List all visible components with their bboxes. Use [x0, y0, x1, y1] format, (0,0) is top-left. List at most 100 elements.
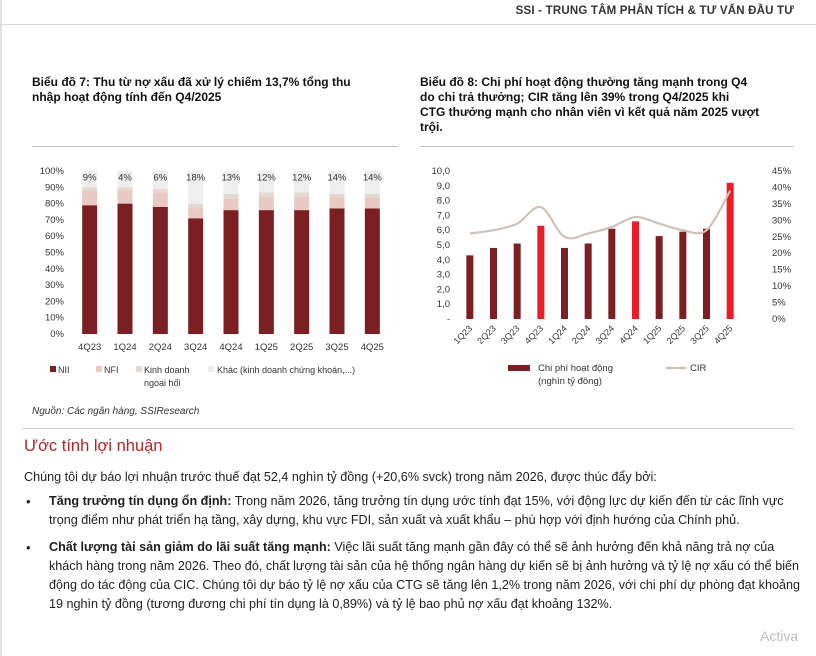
- x-tick-label: 1Q25: [255, 342, 278, 353]
- bar-segment: [329, 208, 345, 334]
- section-intro: Chúng tôi dự báo lợi nhuận trước thuế đạ…: [24, 470, 657, 484]
- bar-segment: [364, 208, 380, 334]
- chart7-svg: 0% 10% 20% 30% 40% 50% 60% 70% 80% 90% 100% 9% 4Q23 4…: [40, 166, 384, 388]
- y-right-tick-label: 35%: [772, 199, 792, 210]
- data-label: 6%: [153, 173, 167, 184]
- y-left-tick-label: -: [447, 314, 450, 325]
- bar-segment: [258, 192, 274, 198]
- chart-source: Nguồn: Các ngân hàng, SSIResearch: [32, 406, 200, 417]
- y-right-tick-label: 10%: [772, 281, 792, 292]
- bar-segment: [188, 208, 204, 219]
- y-tick-label: 90%: [45, 182, 65, 193]
- y-tick-label: 20%: [45, 296, 65, 307]
- x-tick-label: 3Q25: [325, 342, 348, 353]
- legend-swatch: [508, 365, 530, 371]
- cir-line: [469, 190, 732, 240]
- bar-segment: [294, 197, 310, 211]
- bullet-asset-quality: • Chất lượng tài sản giảm do lãi suất tă…: [24, 538, 800, 614]
- legend-label: Khác (kinh doanh chứng khoán,...): [217, 365, 355, 375]
- bar-segment: [258, 197, 274, 211]
- bullet-asset-quality-heading: Chất lượng tài sản giảm do lãi suất tăng…: [49, 540, 331, 554]
- bullet-credit-growth-text: Trong năm 2026, tăng trưởng tín dụng ước…: [49, 494, 784, 527]
- y-tick-label: 50%: [45, 248, 65, 259]
- legend-swatch: [50, 366, 56, 372]
- cost-bar: [584, 243, 592, 319]
- data-label: 13%: [221, 173, 241, 184]
- x-tick-label: 1Q23: [452, 323, 475, 346]
- chart7-title-line2: nhập hoạt động tính đến Q4/2025: [32, 90, 222, 104]
- y-tick-label: 80%: [45, 199, 65, 210]
- y-tick-label: 100%: [40, 166, 65, 177]
- y-tick-label: 10%: [45, 313, 65, 324]
- legend-label: CIR: [690, 363, 707, 374]
- x-tick-label: 2Q24: [149, 342, 172, 353]
- legend-label: NFI: [104, 365, 119, 375]
- y-tick-label: 40%: [45, 264, 65, 275]
- report-header: SSI - TRUNG TÂM PHÂN TÍCH & TƯ VẤN ĐẦU T…: [515, 5, 794, 17]
- y-left-tick-label: 4,0: [437, 255, 450, 266]
- bar-segment: [188, 171, 204, 204]
- data-label: 18%: [186, 173, 206, 184]
- x-tick-label: 3Q25: [688, 323, 711, 346]
- bar-segment: [152, 171, 168, 189]
- section-title: Ước tính lợi nhuận: [24, 437, 163, 455]
- y-right-tick-label: 25%: [772, 232, 792, 243]
- y-left-tick-label: 8,0: [437, 196, 450, 207]
- data-label: 14%: [327, 173, 347, 184]
- bar-segment: [294, 210, 310, 334]
- bar-segment: [82, 205, 98, 334]
- cost-bar: [632, 221, 639, 319]
- data-label: 14%: [363, 173, 383, 184]
- x-tick-label: 4Q25: [361, 342, 384, 353]
- y-left-tick-label: 1,0: [437, 299, 450, 310]
- bar-segment: [117, 203, 133, 334]
- y-left-tick-label: 9,0: [437, 181, 450, 192]
- bar-segment: [364, 193, 380, 198]
- data-label: 12%: [257, 173, 277, 184]
- bar-segment: [223, 193, 239, 199]
- x-tick-label: 1Q24: [546, 323, 569, 346]
- x-tick-label: 3Q24: [594, 323, 617, 346]
- y-right-tick-label: 5%: [772, 298, 786, 309]
- legend-swatch: [96, 366, 102, 372]
- bar-segment: [294, 171, 310, 193]
- cost-bar: [703, 228, 710, 319]
- legend-label: (nghìn tỷ đồng): [538, 376, 602, 387]
- chart7-title-line1: Biểu đồ 7: Thu từ nợ xấu đã xử lý chiếm …: [32, 75, 351, 89]
- bar-segment: [364, 171, 380, 194]
- x-tick-label: 2Q25: [665, 323, 688, 346]
- cost-bar: [679, 231, 687, 319]
- x-tick-label: 4Q24: [617, 323, 640, 346]
- chart7-frame: 0% 10% 20% 30% 40% 50% 60% 70% 80% 90% 100% 9% 4Q23 4…: [32, 146, 398, 398]
- bar-segment: [329, 197, 345, 209]
- x-tick-label: 2Q25: [290, 342, 313, 353]
- cost-bar: [608, 228, 616, 319]
- bar-segment: [82, 187, 98, 191]
- cost-bar: [490, 247, 497, 319]
- bar-segment: [117, 190, 133, 204]
- legend-label: Kinh doanh: [144, 365, 190, 375]
- x-tick-label: 1Q24: [113, 342, 136, 353]
- bullet-asset-quality-text: Việc lãi suất tăng mạnh gần đây có thể s…: [49, 540, 800, 611]
- y-tick-label: 30%: [45, 280, 65, 291]
- x-tick-label: 1Q25: [641, 323, 664, 346]
- chart7-title: Biểu đồ 7: Thu từ nợ xấu đã xử lý chiếm …: [32, 75, 392, 105]
- chart8-title-line1: Biểu đồ 8: Chi phí hoạt động thường tăng…: [420, 75, 748, 89]
- y-left-tick-label: 6,0: [437, 225, 450, 236]
- bar-segment: [82, 171, 98, 188]
- bullet-credit-growth: • Tăng trưởng tín dụng ổn định: Trong nă…: [24, 492, 800, 530]
- bullet-credit-growth-heading: Tăng trưởng tín dụng ổn định:: [49, 494, 232, 508]
- y-tick-label: 70%: [45, 215, 65, 226]
- x-tick-label: 2Q24: [570, 323, 593, 346]
- legend-label: NII: [58, 365, 70, 375]
- data-label: 4%: [118, 173, 132, 184]
- bar-segment: [223, 171, 239, 194]
- header-divider: [0, 24, 816, 25]
- legend-swatch: [136, 366, 142, 372]
- bar-segment: [188, 218, 204, 334]
- bullet-dot: •: [26, 494, 31, 509]
- bar-segment: [294, 192, 310, 198]
- chart8-svg: - 1,0 2,0 3,0 4,0 5,0 6,0 7,0 8,0 9,0 10,0 0% 5% 10% 1…: [432, 166, 792, 387]
- chart8-title-line2: do chi trả thưởng; CIR tăng lên 39% tron…: [420, 90, 730, 104]
- bar-segment: [258, 210, 274, 334]
